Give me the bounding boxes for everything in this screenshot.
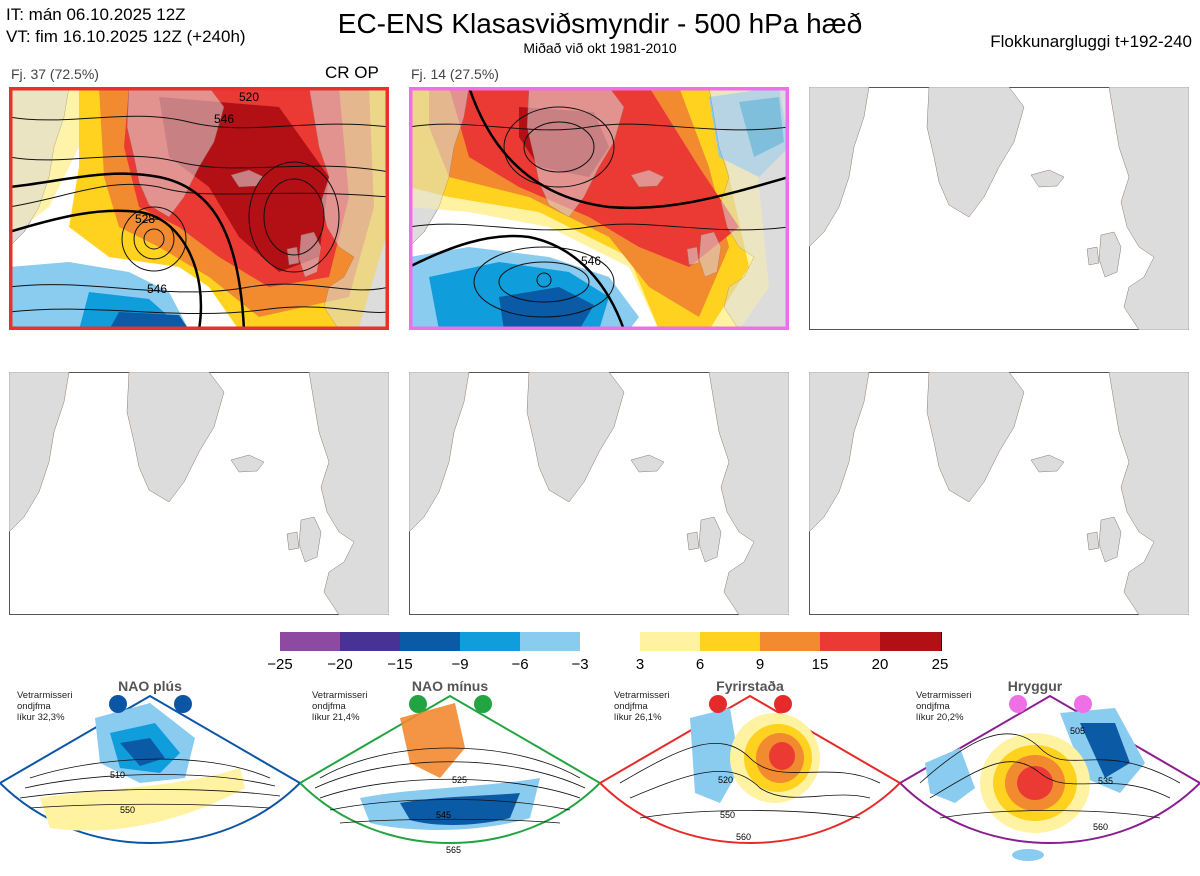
- regime-note: Vetrarmisseri ondjfma líkur 21,4%: [312, 690, 368, 723]
- colorbar-cell: [520, 632, 581, 651]
- svg-text:550: 550: [720, 810, 735, 820]
- cluster-panel-1[interactable]: 520 546 528 546: [9, 87, 389, 330]
- svg-text:546: 546: [581, 254, 601, 268]
- colorbar-tick: −25: [267, 656, 293, 673]
- colorbar-tick: −15: [387, 656, 413, 673]
- regime-note: Vetrarmisseri ondjfma líkur 26,1%: [614, 690, 670, 723]
- control-run-tag: CR OP: [325, 63, 379, 82]
- valid-time: VT: fim 16.10.2025 12Z (+240h): [6, 27, 246, 46]
- colorbar-tick: −9: [451, 656, 469, 673]
- regime-ridge[interactable]: 505 535 560 Hryggur Vetrarmisseri ondjfma…: [898, 678, 1200, 868]
- cluster-map-2: 546: [409, 87, 789, 330]
- colorbar-cell: [880, 632, 942, 651]
- svg-text:525: 525: [452, 775, 467, 785]
- colorbar-cell: [580, 632, 641, 651]
- colorbar-cell: [820, 632, 881, 651]
- regime-note: Vetrarmisseri ondjfma líkur 32,3%: [17, 690, 73, 723]
- svg-text:560: 560: [1093, 822, 1108, 832]
- colorbar-tick: 20: [871, 656, 889, 673]
- cluster-panel-2[interactable]: 546: [409, 87, 789, 330]
- colorbar-cell: [280, 632, 341, 651]
- regime-blocking[interactable]: 520 550 560 Fyrirstaða Vetrarmisseri ondj…: [598, 678, 902, 868]
- colorbar-cell: [340, 632, 401, 651]
- anomaly-colorbar: −25 −20 −15 −9 −6 −3 3 6 9 15 20 25: [267, 632, 948, 673]
- empty-cluster-panel-5: [409, 372, 789, 615]
- empty-cluster-panel-6: [809, 372, 1189, 615]
- colorbar-tick: 9: [755, 656, 765, 673]
- colorbar-cell: [640, 632, 701, 651]
- regime-title: NAO plús: [118, 678, 182, 694]
- page-title: EC-ENS Klasasviðsmyndir - 500 hPa hæð: [337, 8, 863, 39]
- regime-map-nao-plus: 510 550: [0, 694, 302, 844]
- svg-text:505: 505: [1070, 726, 1085, 736]
- regime-title: Hryggur: [1007, 678, 1063, 694]
- colorbar-cell: [460, 632, 521, 651]
- empty-cluster-panel-3: [809, 87, 1189, 330]
- cluster-label-2: Fj. 14 (27.5%): [411, 66, 499, 82]
- classification-window: Flokkunargluggi t+192-240: [990, 32, 1192, 51]
- svg-text:565: 565: [446, 845, 461, 855]
- svg-text:535: 535: [1098, 776, 1113, 786]
- colorbar-tick: −20: [327, 656, 353, 673]
- svg-text:510: 510: [110, 770, 125, 780]
- regime-title: NAO mínus: [411, 678, 489, 694]
- cluster-map-1: 520 546 528 546: [9, 87, 389, 330]
- initial-time: IT: mán 06.10.2025 12Z: [6, 5, 186, 24]
- svg-text:545: 545: [436, 810, 451, 820]
- page-subtitle: Miðað við okt 1981-2010: [523, 40, 677, 56]
- svg-text:546: 546: [147, 282, 167, 296]
- svg-text:520: 520: [239, 90, 259, 104]
- colorbar-tick: −3: [571, 656, 589, 673]
- colorbar-tick: 25: [931, 656, 949, 673]
- colorbar-cell: [400, 632, 461, 651]
- svg-text:560: 560: [736, 832, 751, 842]
- regime-nao-plus[interactable]: 510 550 NAO plús Vetrarmisseri ondjfma lík…: [0, 678, 302, 868]
- colorbar-tick: 6: [695, 656, 705, 673]
- colorbar-cell: [760, 632, 821, 651]
- colorbar-tick: −6: [511, 656, 529, 673]
- svg-text:546: 546: [214, 112, 234, 126]
- colorbar-tick: 15: [811, 656, 829, 673]
- svg-text:528: 528: [135, 212, 155, 226]
- regime-map-ridge: 505 535 560: [898, 694, 1200, 861]
- regime-title: Fyrirstaða: [716, 678, 784, 694]
- colorbar-tick: 3: [635, 656, 645, 673]
- svg-text:550: 550: [120, 805, 135, 815]
- colorbar-cell: [700, 632, 761, 651]
- run-info: IT: mán 06.10.2025 12Z VT: fim 16.10.202…: [6, 4, 246, 48]
- regime-map-nao-minus: 525 545 565: [298, 694, 602, 855]
- regime-nao-minus[interactable]: 525 545 565 NAO mínus Vetrarmisseri ondjf…: [298, 678, 602, 868]
- regime-note: Vetrarmisseri ondjfma líkur 20,2%: [916, 690, 972, 723]
- empty-cluster-panel-4: [9, 372, 389, 615]
- regime-map-blocking: 520 550 560: [598, 694, 902, 844]
- cluster-label-1: Fj. 37 (72.5%): [11, 66, 99, 82]
- svg-text:520: 520: [718, 775, 733, 785]
